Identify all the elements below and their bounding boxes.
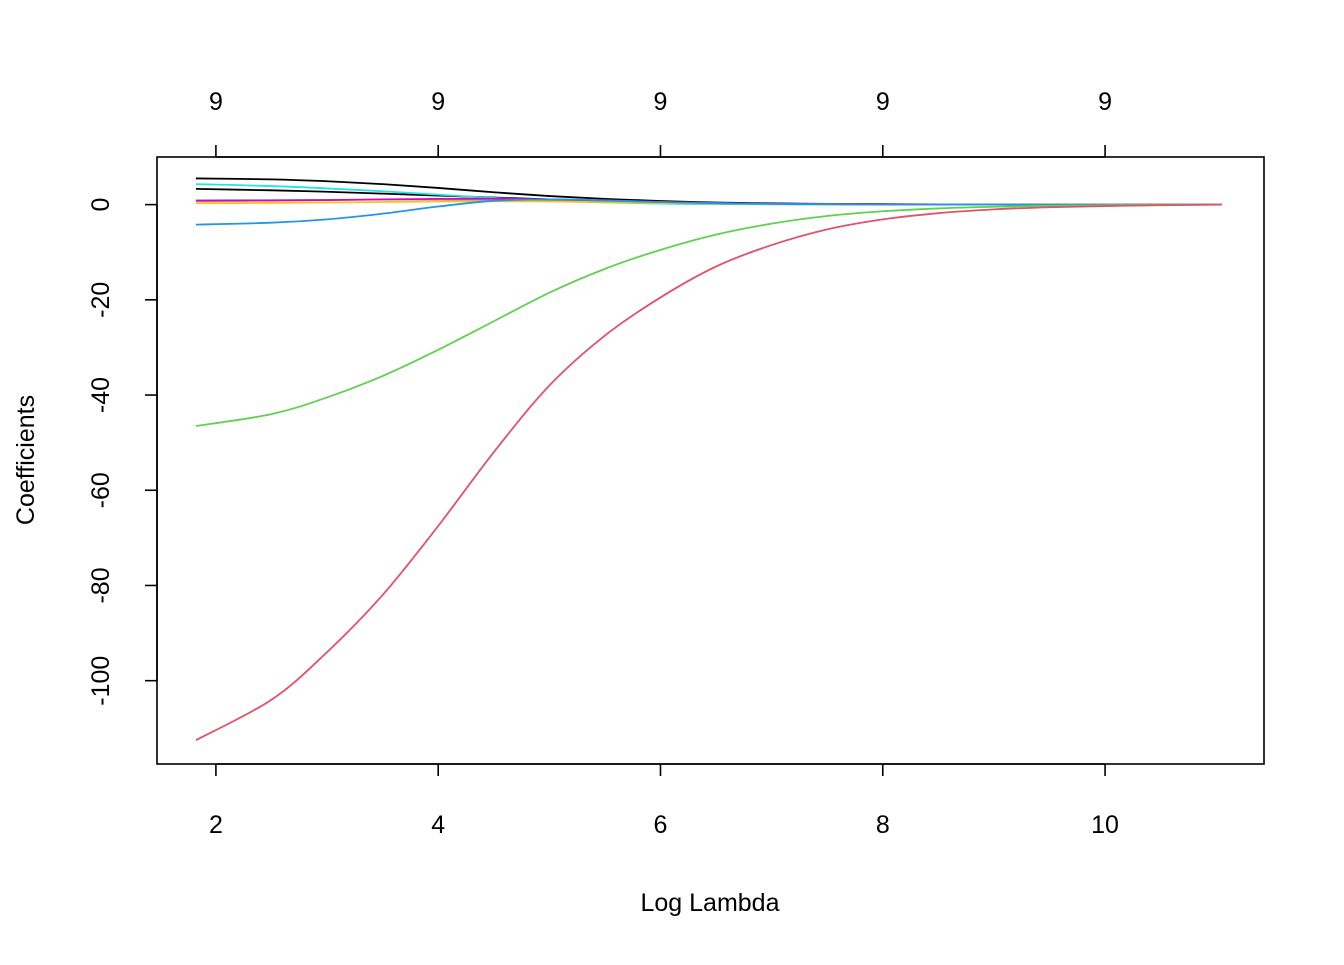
y-tick-label: -80 <box>87 567 115 603</box>
top-tick-label: 9 <box>1098 88 1112 116</box>
series-line-7 <box>195 198 1222 226</box>
y-tick-label: -20 <box>87 282 115 318</box>
x-tick-label: 4 <box>431 811 445 839</box>
y-axis: 0 -20 -40 -60 -80 -100 <box>87 198 158 706</box>
y-tick-label: 0 <box>87 198 115 212</box>
x-tick-label: 6 <box>654 811 668 839</box>
top-tick-label: 9 <box>431 88 445 116</box>
top-axis: 9 9 9 9 9 <box>209 88 1112 158</box>
top-tick-label: 9 <box>876 88 890 116</box>
x-axis: 2 4 6 8 10 <box>209 763 1119 839</box>
top-tick-label: 9 <box>654 88 668 116</box>
series-line-9 <box>195 203 1222 741</box>
y-tick-label: -40 <box>87 377 115 413</box>
y-tick-label: -60 <box>87 472 115 508</box>
x-tick-label: 8 <box>876 811 890 839</box>
x-axis-title: Log Lambda <box>640 889 779 917</box>
y-axis-title: Coefficients <box>12 395 40 525</box>
series-line-8 <box>195 203 1222 427</box>
top-tick-label: 9 <box>209 88 223 116</box>
x-tick-label: 10 <box>1091 811 1119 839</box>
series-layer <box>195 177 1222 741</box>
x-tick-label: 2 <box>209 811 223 839</box>
y-tick-label: -100 <box>87 656 115 706</box>
